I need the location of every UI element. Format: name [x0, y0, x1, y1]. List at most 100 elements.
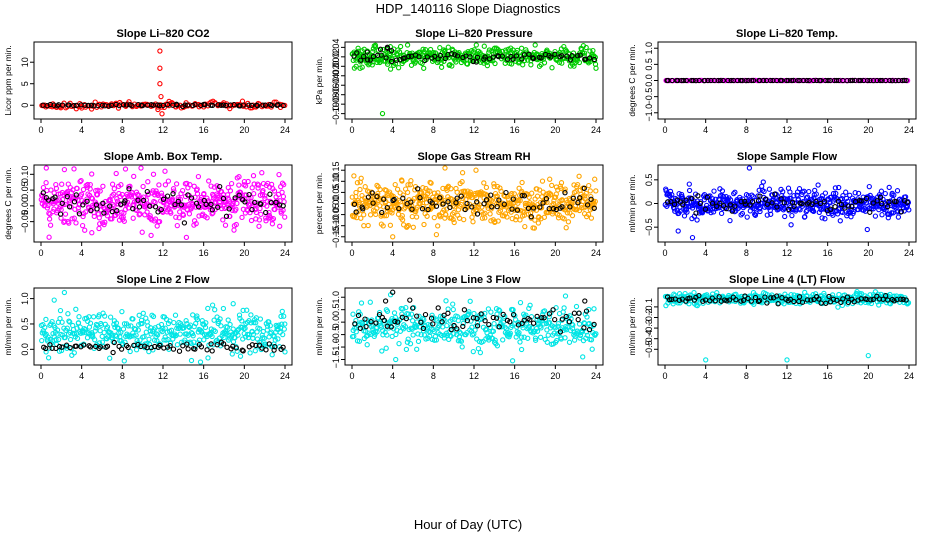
raw-point	[459, 179, 465, 185]
raw-point	[413, 214, 420, 220]
raw-point	[803, 195, 810, 201]
raw-point	[88, 195, 95, 201]
mean-point	[393, 57, 400, 63]
raw-point	[71, 215, 77, 221]
raw-point	[455, 317, 461, 324]
y-tick-label: −0.06	[331, 83, 341, 106]
raw-point	[97, 328, 103, 334]
panel-title: Slope Sample Flow	[737, 151, 838, 163]
raw-point	[67, 329, 73, 336]
mean-point	[680, 202, 686, 208]
raw-point	[528, 62, 534, 68]
raw-point	[172, 312, 179, 318]
mean-point	[271, 347, 277, 353]
raw-point	[403, 346, 410, 353]
raw-point	[180, 212, 187, 218]
raw-point	[43, 349, 49, 355]
raw-point	[219, 194, 225, 201]
raw-point	[830, 190, 837, 197]
mean-point	[768, 295, 774, 301]
x-tick-label: 24	[904, 371, 914, 381]
data-points	[662, 165, 912, 241]
raw-point	[159, 328, 165, 335]
raw-point	[585, 211, 592, 218]
raw-point	[61, 166, 68, 173]
mean-point	[239, 347, 245, 353]
raw-point	[251, 319, 257, 326]
raw-point	[358, 300, 365, 306]
mean-point	[538, 55, 544, 61]
mean-point	[559, 204, 565, 210]
mean-point	[71, 199, 78, 205]
raw-point	[496, 307, 502, 313]
raw-point	[402, 323, 409, 330]
mean-point	[383, 55, 389, 61]
mean-point	[883, 293, 889, 299]
raw-point	[158, 190, 165, 196]
raw-point	[258, 339, 264, 346]
raw-point	[56, 197, 62, 203]
raw-point	[156, 182, 162, 188]
raw-point	[234, 200, 240, 207]
mean-point	[167, 343, 173, 349]
raw-point	[718, 210, 725, 217]
raw-point	[76, 201, 83, 207]
raw-point	[236, 182, 242, 188]
mean-point	[513, 53, 520, 59]
mean-point	[369, 190, 375, 196]
raw-point	[507, 206, 513, 212]
raw-point	[111, 186, 117, 192]
mean-point	[795, 77, 801, 84]
raw-point	[481, 43, 487, 49]
raw-point	[497, 308, 503, 314]
raw-point	[146, 336, 152, 342]
y-tick-label: 1.0	[20, 292, 30, 305]
raw-point	[61, 289, 68, 296]
raw-point	[509, 358, 516, 364]
mean-point	[676, 297, 683, 303]
raw-point	[82, 327, 89, 333]
raw-point	[727, 217, 733, 224]
raw-point	[479, 57, 486, 64]
mean-point	[879, 201, 885, 207]
raw-point	[425, 321, 431, 328]
mean-point	[887, 77, 893, 84]
mean-point	[226, 206, 232, 212]
raw-point	[551, 330, 557, 336]
mean-point	[696, 77, 702, 84]
raw-point	[211, 317, 217, 323]
mean-point	[864, 77, 871, 84]
raw-point	[192, 194, 198, 200]
raw-point	[442, 318, 448, 324]
panel-5: Slope Gas Stream RH 0 4 8 12 16 20 24 −0.15−0.10…	[314, 151, 604, 258]
mean-point	[415, 186, 421, 192]
mean-point	[52, 194, 58, 200]
mean-point	[47, 342, 53, 348]
y-tick-label: 0.15	[331, 161, 341, 179]
raw-point	[689, 234, 696, 241]
raw-point	[855, 190, 862, 197]
mean-point	[388, 324, 394, 330]
panel-title: Slope Line 3 Flow	[428, 274, 521, 286]
raw-point	[353, 189, 359, 196]
mean-point	[240, 102, 247, 108]
panel-title: Slope Line 2 Flow	[117, 274, 210, 286]
raw-point	[448, 333, 454, 339]
mean-point	[811, 296, 817, 303]
raw-point	[802, 214, 808, 220]
raw-point	[377, 186, 383, 193]
mean-point	[577, 52, 583, 58]
raw-point	[431, 214, 437, 221]
raw-point	[245, 178, 251, 185]
mean-point	[669, 296, 675, 303]
mean-point	[900, 296, 906, 303]
raw-point	[242, 325, 248, 331]
raw-point	[399, 217, 406, 223]
raw-point	[228, 180, 235, 187]
raw-point	[694, 217, 700, 223]
raw-point	[465, 311, 472, 317]
raw-point	[422, 47, 429, 53]
raw-point	[279, 321, 285, 327]
mean-point	[901, 198, 908, 204]
mean-point	[474, 199, 480, 205]
